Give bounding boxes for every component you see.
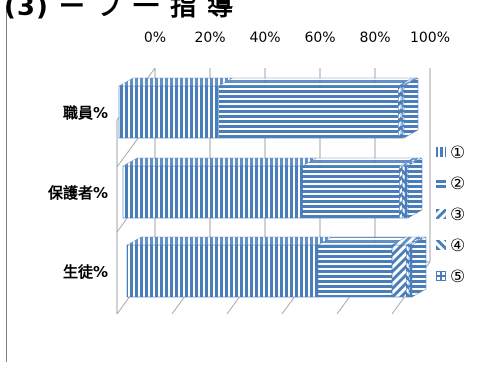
bar-end-cap <box>403 77 419 139</box>
bar-segment <box>302 165 400 219</box>
bar-segment <box>118 85 220 139</box>
legend-swatch <box>436 178 446 188</box>
bar-top-face <box>317 236 407 246</box>
bar-segment <box>408 244 413 298</box>
category-label: 職員% <box>63 104 108 122</box>
bar-segment <box>397 85 402 139</box>
bar-segment <box>317 244 393 298</box>
chart-frame <box>6 6 478 362</box>
x-tick-label: 20% <box>194 30 225 46</box>
bar-segment <box>405 244 410 298</box>
x-tick-label: 80% <box>359 30 390 46</box>
bar-segment <box>399 165 403 219</box>
chart-title-fragment: (3) ー フ 一 指 導 <box>4 0 235 22</box>
x-tick-label: 40% <box>249 30 280 46</box>
legend-label: ③ <box>450 205 465 225</box>
bar-segment <box>218 85 399 139</box>
legend-label: ⑤ <box>450 267 465 287</box>
bar-segment <box>126 244 319 298</box>
bar-segment <box>391 244 407 298</box>
legend-swatch <box>436 209 446 219</box>
bar-end-cap <box>407 157 423 219</box>
bar-top-face <box>118 77 234 87</box>
bar-top-face <box>217 77 414 87</box>
bar-top-face <box>126 236 333 246</box>
x-tick-label: 60% <box>304 30 335 46</box>
bar-top-face <box>301 157 415 167</box>
bar-segment <box>404 165 409 219</box>
bar-end-cap <box>411 236 427 298</box>
category-label: 生徒% <box>63 263 108 281</box>
x-tick-label: 100% <box>410 30 450 46</box>
legend-swatch <box>436 240 446 250</box>
bar-segment <box>401 165 406 219</box>
bar-segment <box>122 165 303 219</box>
bar-top-face <box>122 157 318 167</box>
legend-label: ② <box>450 174 465 194</box>
legend-label: ① <box>450 143 465 163</box>
legend-label: ④ <box>450 236 465 256</box>
legend-swatch <box>436 147 446 157</box>
x-tick-label: 0% <box>144 30 166 46</box>
category-label: 保護者% <box>47 184 108 202</box>
legend-swatch <box>436 271 446 281</box>
